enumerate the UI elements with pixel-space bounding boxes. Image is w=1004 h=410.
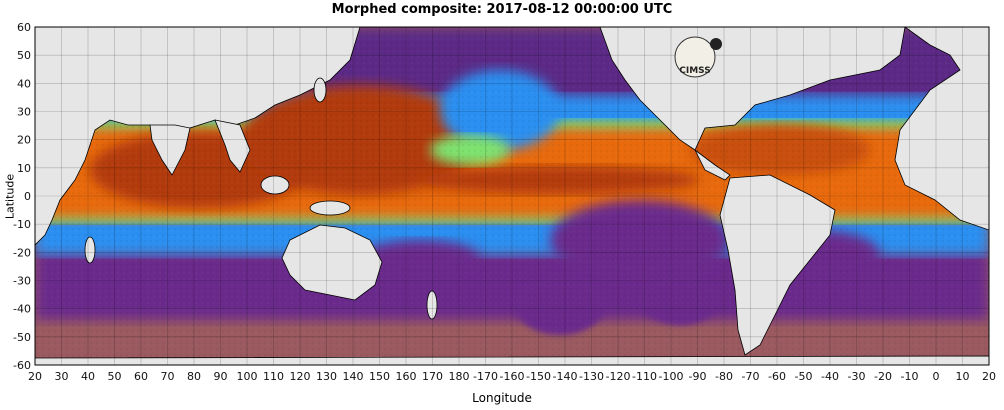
x-tick-label: 120 [290, 370, 311, 383]
x-tick-label: 90 [214, 370, 228, 383]
x-tick-label: -10 [901, 370, 919, 383]
x-tick-label: -30 [848, 370, 866, 383]
x-axis-label: Longitude [472, 391, 532, 405]
x-tick-label: 170 [422, 370, 443, 383]
plot-frame [34, 26, 990, 366]
y-tick-label: -50 [13, 331, 31, 344]
x-tick-label: 0 [933, 370, 940, 383]
x-tick-label: 140 [343, 370, 364, 383]
japan-island [313, 77, 327, 103]
madagascar-island [84, 236, 96, 264]
antarctica-landmass [35, 355, 989, 365]
x-tick-label: 40 [81, 370, 95, 383]
x-tick-label: -70 [742, 370, 760, 383]
x-tick-label: -160 [500, 370, 525, 383]
x-tick-label: -50 [795, 370, 813, 383]
y-tick-label: 10 [17, 162, 31, 175]
y-axis-label: Latitude [3, 173, 17, 220]
x-tick-label: 10 [956, 370, 970, 383]
cimss-logo-text: CIMSS [679, 66, 710, 76]
y-axis-ticks: 60 50 40 30 20 10 0 -10 -20 -30 -40 -50 -60 [13, 21, 31, 372]
india-landmass [149, 124, 191, 176]
x-tick-label: -90 [689, 370, 707, 383]
y-tick-label: -30 [13, 275, 31, 288]
x-tick-label: 60 [134, 370, 148, 383]
x-tick-label: 150 [369, 370, 390, 383]
x-tick-label: 100 [237, 370, 258, 383]
x-tick-label: -170 [473, 370, 498, 383]
y-tick-label: 30 [17, 106, 31, 119]
x-tick-label: 160 [396, 370, 417, 383]
x-tick-label: 130 [316, 370, 337, 383]
map-title: Morphed composite: 2017-08-12 00:00:00 U… [331, 2, 673, 17]
south-america-landmass [719, 174, 836, 356]
x-tick-label: 20 [28, 370, 42, 383]
x-tick-label: -120 [606, 370, 631, 383]
borneo-island [260, 175, 290, 195]
europe-africa-landmass [894, 27, 989, 231]
x-tick-label: -80 [715, 370, 733, 383]
x-tick-label: -110 [632, 370, 657, 383]
x-tick-label: 30 [55, 370, 69, 383]
x-tick-label: -150 [526, 370, 551, 383]
new-guinea-island [309, 200, 351, 216]
x-tick-label: 70 [161, 370, 175, 383]
x-tick-label: -140 [553, 370, 578, 383]
y-tick-label: -40 [13, 303, 31, 316]
x-tick-label: 20 [982, 370, 996, 383]
new-zealand-island [426, 290, 438, 320]
x-tick-label: -40 [821, 370, 839, 383]
x-tick-label: 180 [449, 370, 470, 383]
x-tick-label: -60 [768, 370, 786, 383]
y-tick-label: 60 [17, 21, 31, 34]
x-tick-label: -20 [874, 370, 892, 383]
x-tick-label: -130 [579, 370, 604, 383]
x-tick-label: 50 [108, 370, 122, 383]
central-america-landmass [694, 149, 731, 181]
x-tick-label: 110 [263, 370, 284, 383]
gridlines [34, 26, 990, 366]
x-tick-label: 80 [187, 370, 201, 383]
australia-landmass [281, 224, 383, 301]
x-tick-label: -100 [659, 370, 684, 383]
y-tick-label: -60 [13, 359, 31, 372]
y-tick-label: 40 [17, 77, 31, 90]
x-axis-ticks: 20 30 40 50 60 70 80 90 100 110 120 130 140 150 160 170… [28, 370, 996, 383]
y-tick-label: 50 [17, 49, 31, 62]
southeast-asia-landmass [214, 119, 251, 173]
y-tick-label: 20 [17, 134, 31, 147]
y-tick-label: -20 [13, 246, 31, 259]
y-tick-label: 0 [24, 190, 31, 203]
cimss-logo: CIMSS [674, 36, 722, 78]
y-tick-label: -10 [13, 218, 31, 231]
